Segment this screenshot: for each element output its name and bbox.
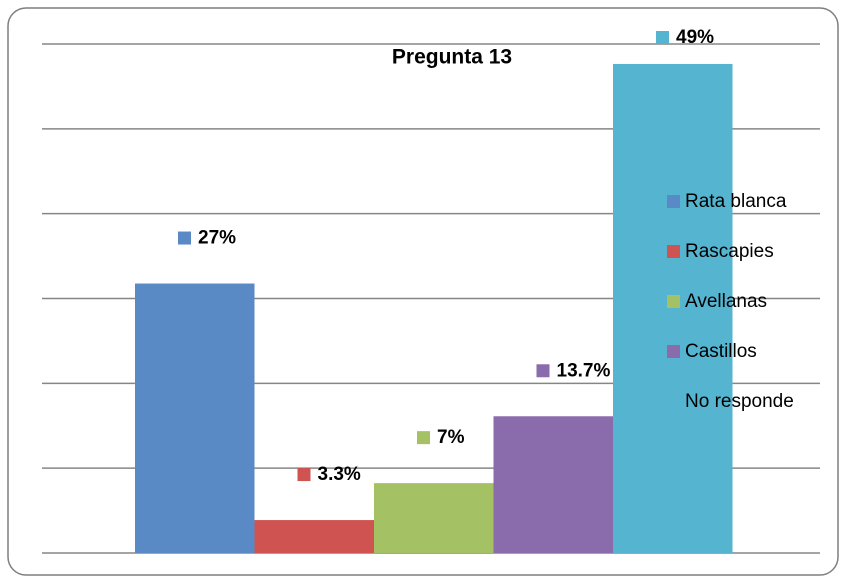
data-label: 13.7% <box>557 360 611 381</box>
legend-label: Avellanas <box>685 291 767 312</box>
legend-label: Rascapies <box>685 241 774 262</box>
label-key <box>178 231 191 245</box>
label-key <box>297 468 311 482</box>
legend-label: No responde <box>685 391 794 412</box>
label-key <box>417 431 430 445</box>
legend-swatch <box>667 345 680 358</box>
legend: Rata blanca Rascapies Avellanas Castillos No… <box>667 191 794 412</box>
bar <box>254 520 374 553</box>
bars: 27% 3.3% 7% 13.7% 49% <box>135 27 733 553</box>
legend-label: Rata blanca <box>685 191 787 212</box>
label-key <box>536 364 550 378</box>
data-label: 49% <box>676 27 714 48</box>
bar <box>613 63 733 553</box>
legend-swatch <box>667 195 680 208</box>
legend-swatch <box>667 295 680 308</box>
legend-swatch <box>667 245 680 258</box>
bar <box>135 283 255 553</box>
data-label: 7% <box>437 427 465 448</box>
label-key <box>656 31 669 44</box>
data-label: 3.3% <box>318 464 361 485</box>
chart-title: Pregunta 13 <box>392 46 512 69</box>
legend-swatch <box>667 395 680 408</box>
legend-label: Castillos <box>685 341 757 362</box>
bar <box>374 483 494 553</box>
data-label: 27% <box>198 228 236 249</box>
bar <box>493 416 613 553</box>
